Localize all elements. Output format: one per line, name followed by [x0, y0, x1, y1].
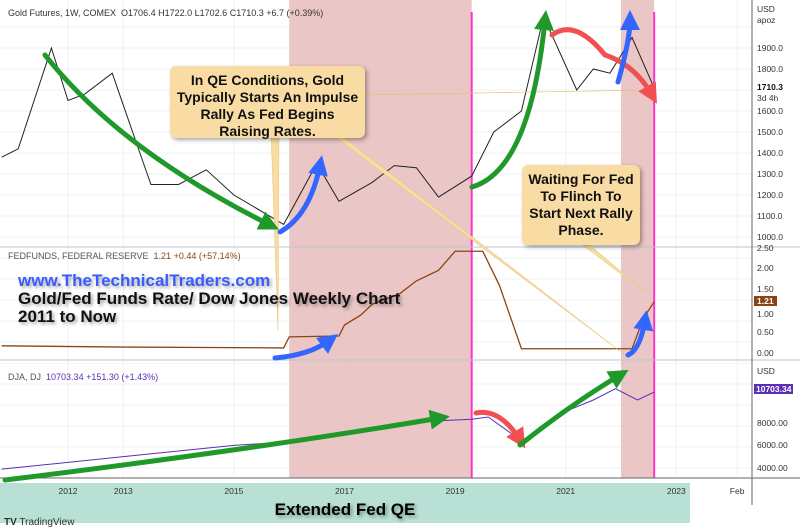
gold-last-price: 1710.3	[757, 82, 783, 92]
blue-arrow-rally-2016	[277, 155, 328, 235]
time-tick: 2019	[445, 486, 465, 496]
gold-low: L1702.6	[194, 8, 228, 18]
green-arrow-dja-2020	[517, 369, 629, 448]
price-tick: 1300.0	[757, 169, 783, 179]
gold-high: H1722.0	[158, 8, 193, 18]
price-tick: 1400.0	[757, 148, 783, 158]
price-tick: 1000.0	[757, 232, 783, 242]
dja-axis-currency: USD	[757, 366, 775, 376]
dja-symbol: DJA, DJ	[8, 372, 42, 382]
series-dja	[1, 388, 655, 470]
dja-last-value: 10703.34	[754, 384, 794, 394]
brand-text: TradingView	[19, 517, 75, 528]
time-tick: 2015	[224, 486, 244, 496]
tradingview-logo: TV TradingView	[4, 517, 75, 528]
green-arrow-decline	[42, 52, 279, 230]
time-tick: 2023	[666, 486, 686, 496]
price-tick: 1600.0	[757, 106, 783, 116]
callout-qe: In QE Conditions, Gold Typically Starts …	[170, 66, 365, 139]
fed-tick: 1.50	[757, 284, 774, 294]
green-arrow-dja	[2, 409, 450, 483]
dja-legend: DJA, DJ 10703.34 +151.30 (+1.43%)	[8, 372, 158, 382]
gold-change: +6.7 (+0.39%)	[266, 8, 324, 18]
gold-legend: Gold Futures, 1W, COMEX O1706.4 H1722.0 …	[8, 8, 323, 18]
time-tick: 2017	[335, 486, 354, 496]
fed-value: 1.21	[153, 251, 172, 261]
time-tick: 2012	[58, 486, 78, 496]
fed-legend: FEDFUNDS, FEDERAL RESERVE 1.21 +0.44 (+5…	[8, 251, 241, 261]
time-tick: 2021	[556, 486, 576, 496]
fed-tick: 2.50	[757, 243, 774, 253]
bar-countdown: 3d 4h	[757, 93, 779, 103]
dja-tick: 8000.00	[757, 418, 788, 428]
blue-arrow-2022	[615, 10, 640, 85]
price-tick: 1200.0	[757, 190, 783, 200]
fed-last-value: 1.21	[754, 296, 777, 306]
price-tick: 1100.0	[757, 211, 783, 221]
series-fedfunds	[1, 250, 655, 350]
price-tick: 1800.0	[757, 64, 783, 74]
dja-tick: 4000.00	[757, 463, 788, 473]
price-axis-unit: apoz	[757, 15, 776, 25]
overlay-subtitle: 2011 to Now	[18, 307, 117, 326]
time-tick: Feb	[729, 486, 745, 496]
callout-wait: Waiting For Fed To Flinch To Start Next …	[522, 165, 640, 245]
series-gold-futures	[1, 14, 655, 226]
fed-change: +0.44 (+57.14%)	[173, 251, 241, 261]
gold-symbol: Gold Futures, 1W, COMEX	[8, 8, 117, 18]
price-tick: 1500.0	[757, 127, 783, 137]
blue-arrow-fed-2022	[625, 310, 654, 358]
blue-arrow-fed	[272, 334, 339, 361]
fed-tick: 0.50	[757, 327, 774, 337]
dja-tick: 6000.00	[757, 440, 788, 450]
dja-change: +151.30 (+1.43%)	[86, 372, 159, 382]
time-tick: 2013	[113, 486, 133, 496]
dja-value: 10703.34	[46, 372, 84, 382]
overlay-text: www.TheTechnicalTraders.com Gold/Fed Fun…	[18, 272, 400, 326]
green-arrow-rally-2019	[469, 10, 554, 190]
fed-symbol: FEDFUNDS, FEDERAL RESERVE	[8, 251, 149, 261]
red-arrow-dja	[473, 409, 526, 449]
fed-tick: 2.00	[757, 263, 774, 273]
band-label: Extended Fed QE	[274, 500, 416, 519]
red-arrow-2021	[549, 27, 657, 104]
gold-open: O1706.4	[121, 8, 156, 18]
price-tick: 1900.0	[757, 43, 783, 53]
gold-close: C1710.3	[229, 8, 264, 18]
extended-qe-band	[0, 483, 690, 523]
price-axis-currency: USD	[757, 4, 775, 14]
fed-tick: 0.00	[757, 348, 774, 358]
fed-tick: 1.00	[757, 309, 774, 319]
overlay-title: Gold/Fed Funds Rate/ Dow Jones Weekly Ch…	[18, 289, 401, 308]
site-url: www.TheTechnicalTraders.com	[18, 271, 271, 290]
